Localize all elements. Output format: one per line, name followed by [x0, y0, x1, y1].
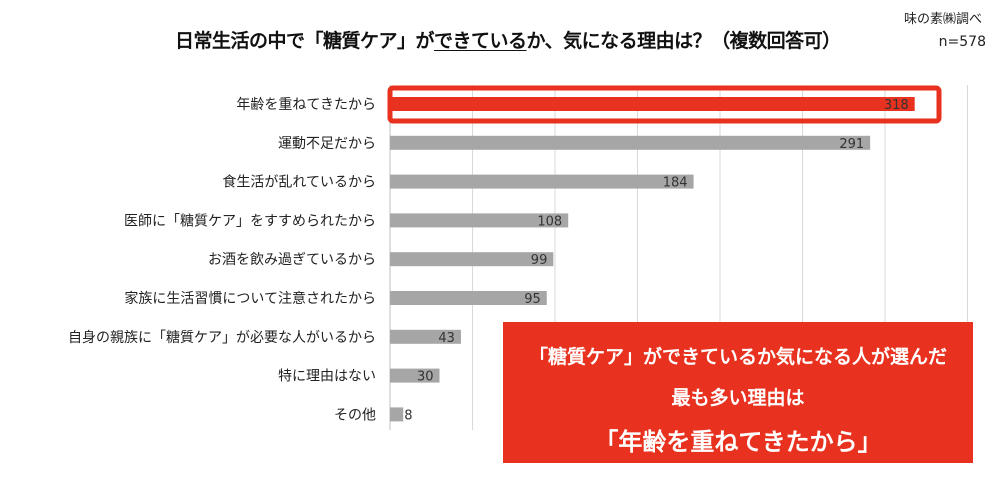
bar: [390, 213, 569, 228]
category-label: 特に理由はない: [278, 369, 376, 385]
category-label: お酒を飲み過ぎているから: [208, 252, 376, 268]
bar: [390, 291, 547, 305]
data-label: 108: [537, 214, 562, 229]
title-part: 日常生活の中で「糖質ケア」が: [175, 30, 435, 52]
category-label: 医師に「糖質ケア」をすすめられたから: [124, 213, 376, 229]
data-label: 291: [839, 137, 864, 152]
bar: [390, 97, 915, 111]
callout-line1: 「糖質ケア」ができているか気になる人が選んだ: [528, 346, 947, 368]
data-label: 184: [663, 176, 688, 191]
data-label: 318: [884, 98, 909, 113]
title-part: か、気になる理由は？（複数回答可）: [526, 30, 842, 52]
source-note: 味の素㈱調べ: [903, 12, 982, 27]
callout-box: 「糖質ケア」ができているか気になる人が選んだ 最も多い理由は 「年齢を重ねてきた…: [503, 322, 973, 463]
data-label: 99: [531, 253, 548, 268]
bar: [390, 174, 694, 189]
bar: [390, 368, 440, 383]
category-label: 家族に生活習慣について注意されたから: [124, 290, 376, 307]
data-label: 43: [438, 331, 455, 346]
category-label: その他: [334, 407, 376, 423]
data-label: 30: [417, 370, 434, 385]
bar: [390, 329, 461, 344]
bar: [390, 135, 871, 150]
category-label: 年齢を重ねてきたから: [236, 97, 376, 113]
category-label: 食生活が乱れているから: [222, 174, 376, 191]
sample-size: n=578: [938, 34, 986, 50]
callout-line2: 最も多い理由は: [671, 387, 805, 409]
title-underlined: できている: [434, 30, 527, 52]
highlight-frame: [387, 85, 942, 124]
category-label: 運動不足だから: [278, 136, 376, 152]
bar: [390, 407, 404, 422]
category-label: 自身の親族に「糖質ケア」が必要な人がいるから: [68, 330, 376, 346]
chart-title: 日常生活の中で「糖質ケア」ができているか、気になる理由は？（複数回答可）: [175, 26, 841, 53]
bar: [390, 252, 554, 267]
callout-line3: 「年齢を重ねてきたから」: [594, 428, 882, 456]
data-label: 8: [404, 408, 412, 423]
data-label: 95: [524, 292, 541, 307]
